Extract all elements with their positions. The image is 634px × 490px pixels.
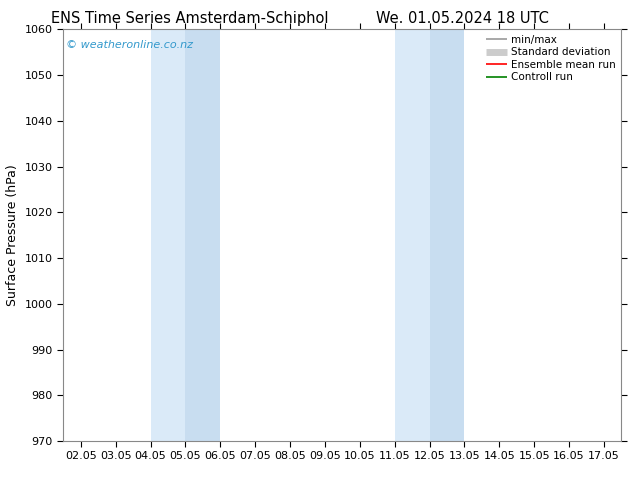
Y-axis label: Surface Pressure (hPa): Surface Pressure (hPa)	[6, 164, 19, 306]
Legend: min/max, Standard deviation, Ensemble mean run, Controll run: min/max, Standard deviation, Ensemble me…	[484, 32, 618, 84]
Text: ENS Time Series Amsterdam-Schiphol: ENS Time Series Amsterdam-Schiphol	[51, 11, 329, 26]
Bar	[185, 29, 221, 441]
Bar	[394, 29, 429, 441]
Bar	[150, 29, 185, 441]
Text: © weatheronline.co.nz: © weatheronline.co.nz	[66, 40, 193, 49]
Bar	[429, 29, 464, 441]
Text: We. 01.05.2024 18 UTC: We. 01.05.2024 18 UTC	[377, 11, 549, 26]
